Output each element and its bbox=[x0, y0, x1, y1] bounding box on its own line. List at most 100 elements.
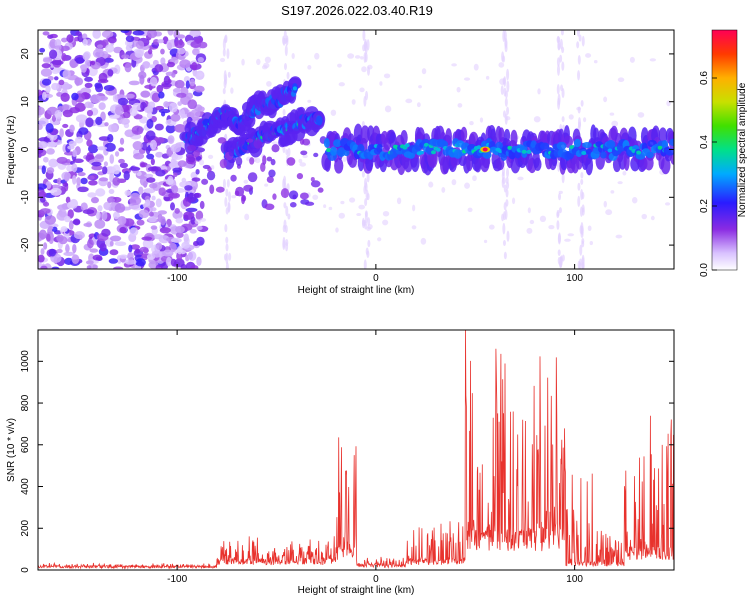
heatmap-cell bbox=[47, 34, 54, 39]
heatmap-cell bbox=[96, 44, 104, 49]
heatmap-cell bbox=[567, 233, 575, 237]
heatmap-cell bbox=[124, 189, 131, 197]
heatmap-cell bbox=[189, 78, 196, 87]
y-tick-label: -10 bbox=[20, 190, 31, 205]
colorbar-gradient bbox=[712, 30, 737, 270]
heatmap-cell bbox=[313, 152, 319, 158]
heatmap-cell bbox=[506, 80, 510, 93]
heatmap-cell bbox=[335, 227, 339, 233]
heatmap-cell bbox=[488, 224, 495, 230]
heatmap-cell bbox=[585, 155, 594, 176]
heatmap-cell bbox=[114, 241, 127, 247]
heatmap-cell bbox=[412, 204, 416, 212]
heatmap-cell bbox=[296, 173, 304, 180]
heatmap-cell bbox=[564, 238, 571, 242]
heatmap-cell bbox=[104, 122, 109, 127]
heatmap-cell bbox=[60, 92, 70, 103]
heatmap-cell bbox=[476, 145, 482, 150]
heatmap-cell bbox=[67, 209, 74, 219]
heatmap-cell bbox=[170, 202, 175, 211]
heatmap-cell bbox=[330, 109, 337, 116]
heatmap-cell bbox=[71, 163, 78, 173]
heatmap-cell bbox=[283, 30, 287, 38]
heatmap-cell bbox=[87, 192, 97, 198]
heatmap-cell bbox=[286, 157, 296, 166]
heatmap-cell bbox=[266, 80, 272, 87]
heatmap-cell bbox=[521, 149, 527, 154]
heatmap-cell bbox=[517, 176, 524, 181]
heatmap-cell bbox=[533, 157, 542, 171]
heatmap-cell bbox=[365, 189, 369, 201]
heatmap-cell bbox=[39, 196, 46, 203]
heatmap-cell bbox=[364, 182, 368, 192]
heatmap-cell bbox=[95, 83, 104, 93]
heatmap-cell bbox=[149, 139, 157, 150]
heatmap-cell bbox=[456, 86, 461, 93]
heatmap-cell bbox=[194, 218, 202, 225]
heatmap-cell bbox=[89, 248, 99, 253]
snr-frame bbox=[37, 329, 675, 571]
heatmap-cell bbox=[56, 156, 68, 164]
heatmap-cell bbox=[503, 202, 507, 211]
heatmap-cell bbox=[81, 33, 88, 39]
heatmap-cell bbox=[230, 174, 237, 182]
heatmap-cell bbox=[156, 84, 164, 93]
heatmap-cell bbox=[577, 55, 581, 65]
x-tick-label: 100 bbox=[566, 574, 583, 585]
heatmap-cell bbox=[396, 197, 402, 205]
heatmap-cell bbox=[362, 30, 366, 42]
heatmap-cell bbox=[587, 225, 592, 232]
heatmap-cell bbox=[603, 200, 608, 208]
heatmap-cell bbox=[186, 92, 194, 100]
heatmap-cell bbox=[138, 209, 150, 219]
heatmap-cell bbox=[160, 216, 166, 226]
heatmap-cell bbox=[285, 205, 289, 217]
heatmap-cell bbox=[112, 94, 119, 103]
heatmap-cell bbox=[171, 72, 176, 78]
heatmap-cell bbox=[266, 176, 274, 184]
heatmap-cell bbox=[561, 173, 565, 184]
heatmap-cell bbox=[338, 212, 345, 219]
heatmap-cell bbox=[107, 181, 112, 189]
heatmap-cell bbox=[170, 143, 182, 153]
heatmap-cell bbox=[158, 91, 165, 99]
heatmap-cell bbox=[114, 151, 120, 157]
heatmap-cell bbox=[431, 150, 437, 155]
heatmap-cell bbox=[617, 181, 623, 185]
heatmap-cell bbox=[83, 222, 93, 227]
heatmap-cell bbox=[235, 156, 243, 167]
heatmap-cell bbox=[80, 177, 88, 185]
heatmap-cell bbox=[195, 210, 204, 221]
heatmap-cell bbox=[347, 53, 355, 59]
heatmap-cell bbox=[56, 248, 63, 254]
heatmap-cell bbox=[88, 144, 99, 154]
colorbar-ticks: 0.0 0.2 0.4 0.6 bbox=[699, 71, 717, 277]
heatmap-cell bbox=[254, 157, 261, 164]
heatmap-cell bbox=[284, 44, 288, 57]
heatmap-cell bbox=[166, 61, 175, 68]
heatmap-cell bbox=[38, 106, 45, 116]
heatmap-cell bbox=[222, 178, 226, 190]
heatmap-cell bbox=[51, 82, 60, 91]
heatmap-cell bbox=[82, 52, 90, 61]
heatmap-cell bbox=[172, 167, 183, 173]
heatmap-cell bbox=[119, 162, 128, 169]
heatmap-cell bbox=[607, 148, 613, 153]
heatmap-cell bbox=[245, 138, 254, 143]
heatmap-cell bbox=[580, 178, 584, 185]
heatmap-cell bbox=[228, 252, 232, 261]
heatmap-cell bbox=[61, 104, 70, 111]
heatmap-cell bbox=[324, 157, 331, 172]
heatmap-cell bbox=[537, 88, 541, 95]
heatmap-cell bbox=[187, 156, 196, 163]
heatmap-cell bbox=[46, 148, 55, 155]
heatmap-cell bbox=[88, 180, 98, 186]
heatmap-cell bbox=[144, 106, 153, 114]
heatmap-cell bbox=[196, 236, 205, 246]
heatmap-cell bbox=[629, 56, 635, 63]
heatmap-cell bbox=[133, 152, 145, 160]
heatmap-cell bbox=[502, 222, 506, 235]
heatmap-cell bbox=[140, 90, 151, 98]
heatmap-cell bbox=[146, 177, 156, 183]
